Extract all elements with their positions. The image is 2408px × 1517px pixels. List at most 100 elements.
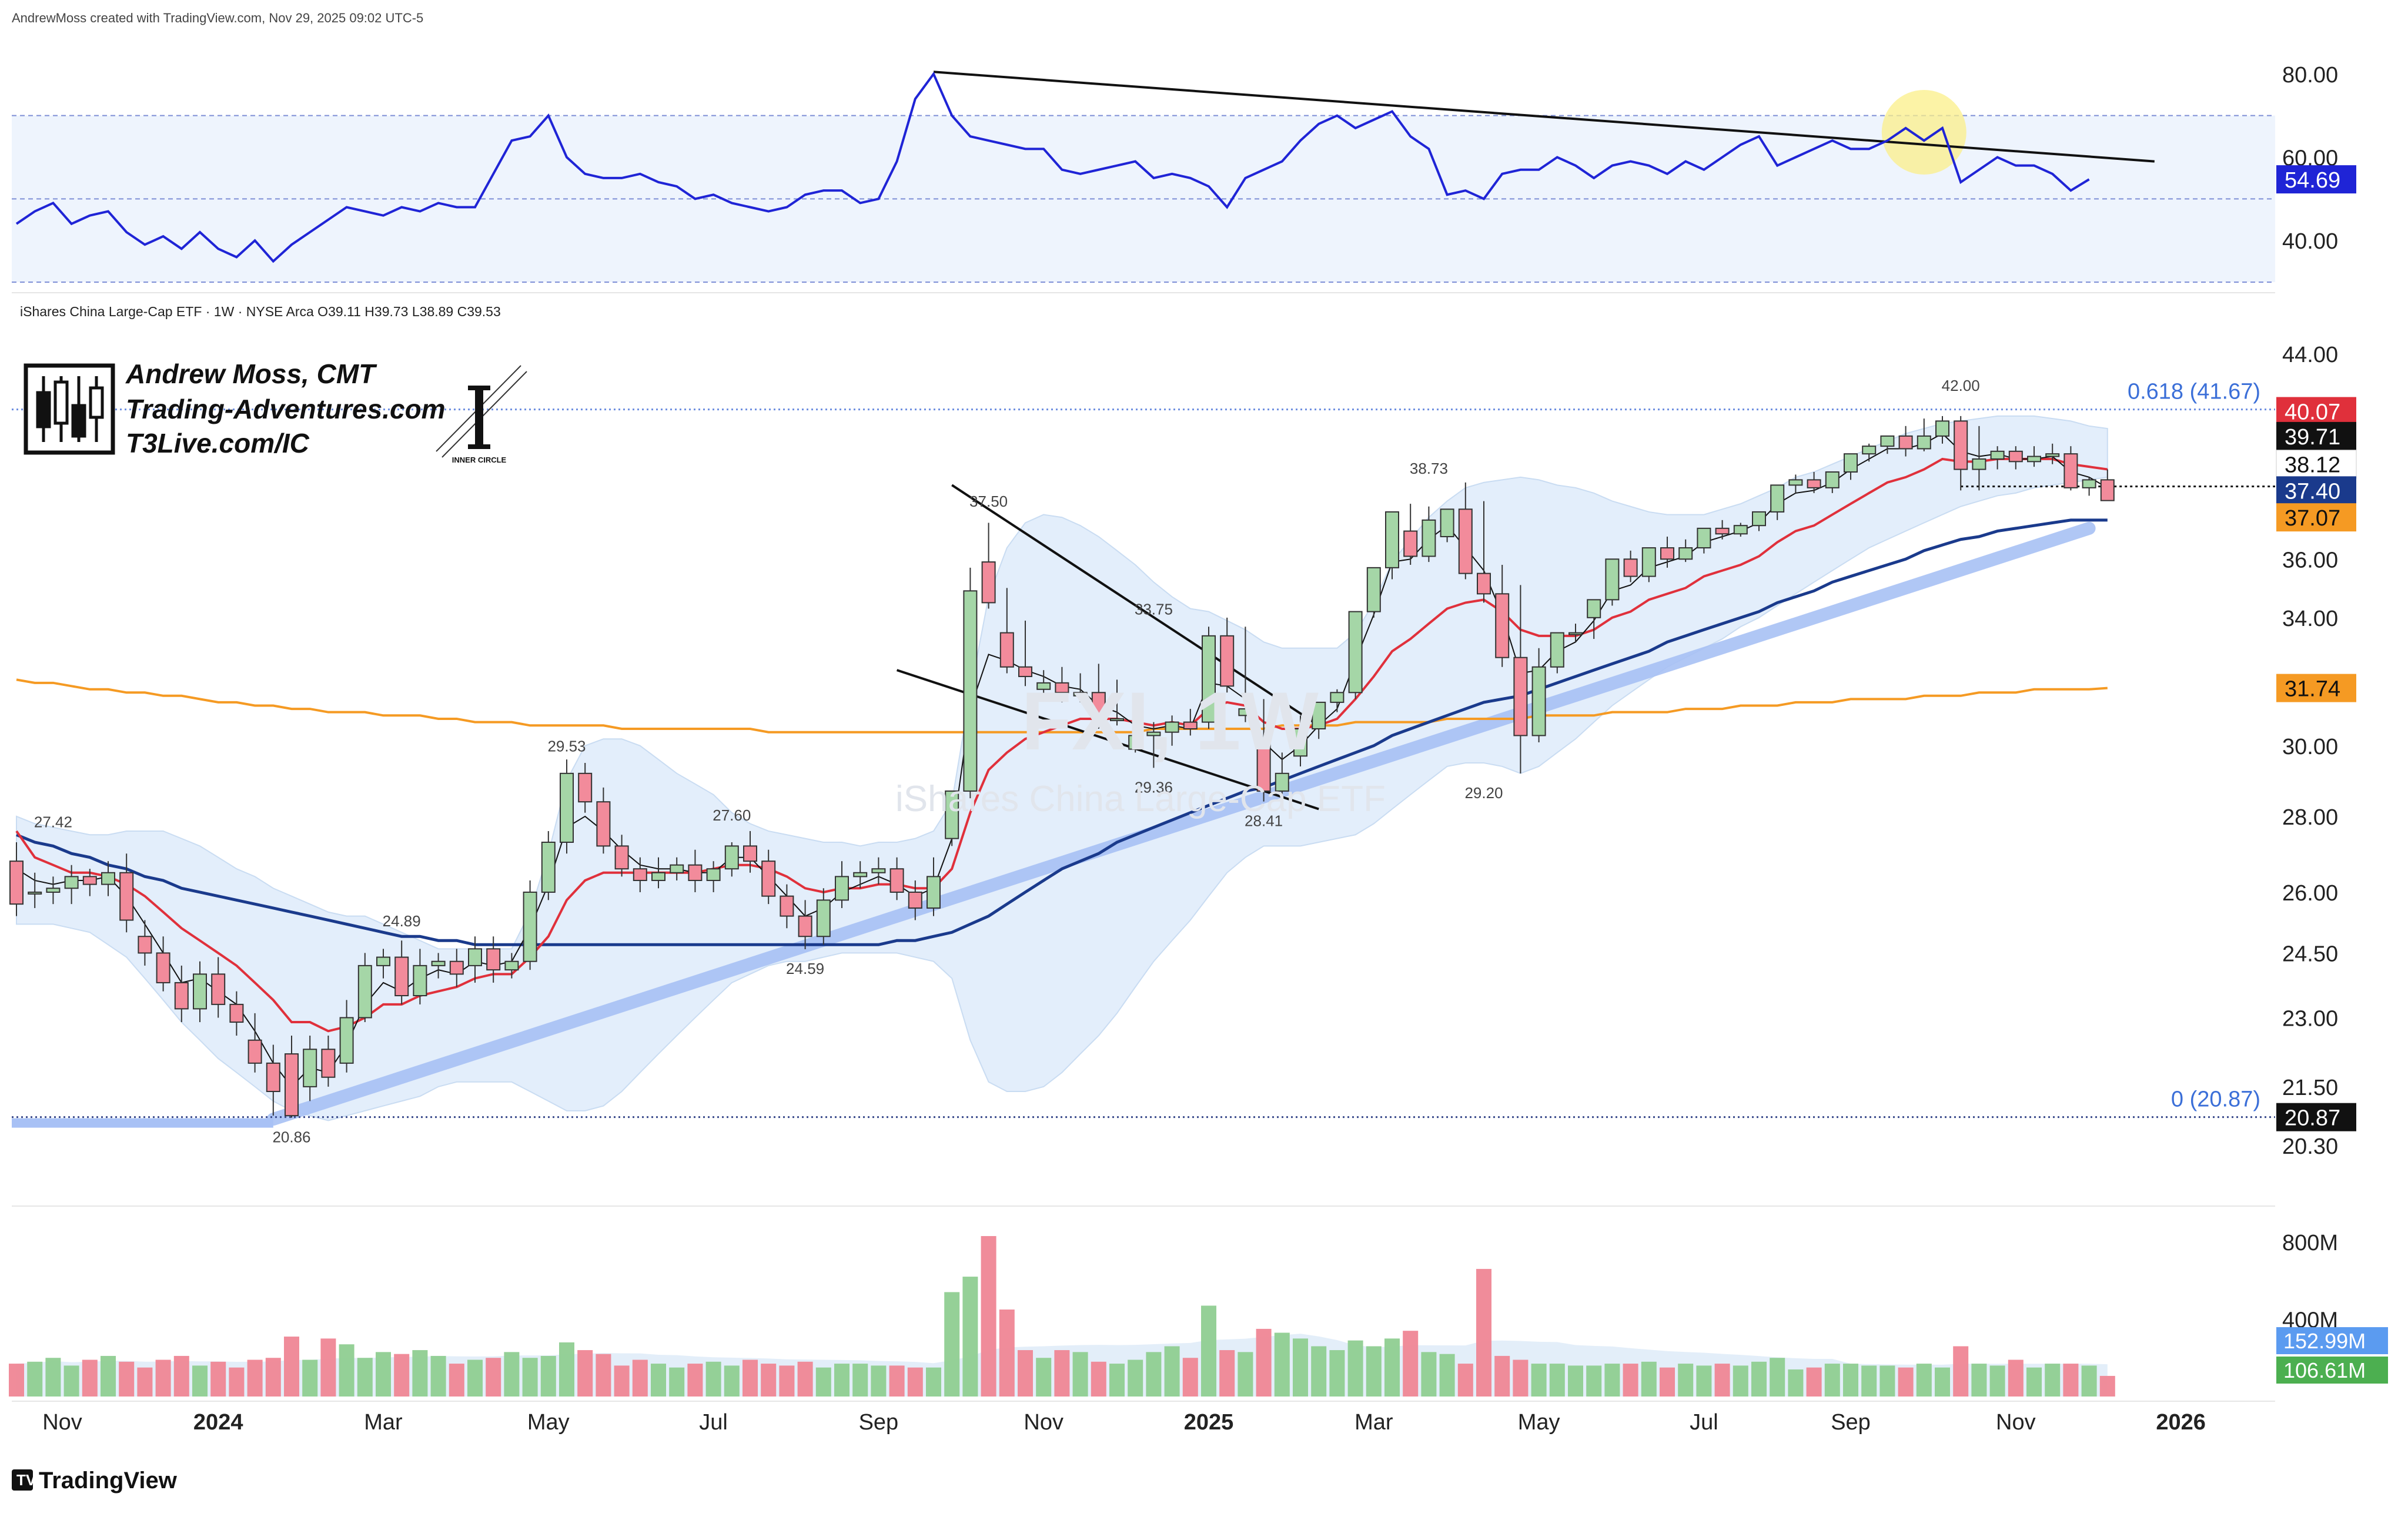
volume-bar <box>1293 1338 1308 1397</box>
tradingview-brand: TradingView <box>39 1468 178 1493</box>
candle-body <box>1697 527 1711 549</box>
price-tick-label: 44.00 <box>2282 343 2338 367</box>
volume-bar <box>577 1350 593 1397</box>
candle-body <box>1165 721 1179 733</box>
rsi-tick-label: 80.00 <box>2282 63 2338 88</box>
volume-bar <box>596 1354 611 1397</box>
volume-bar <box>944 1292 960 1397</box>
candle-body <box>1641 547 1656 577</box>
candle-body <box>541 841 556 893</box>
volume-bar <box>394 1354 410 1397</box>
price-tick-label: 21.50 <box>2282 1076 2338 1100</box>
candle-body <box>1990 450 2005 460</box>
candle-body <box>2082 479 2096 488</box>
volume-bar <box>1018 1350 1033 1397</box>
volume-bar <box>1366 1346 1382 1397</box>
volume-bar <box>1164 1346 1180 1397</box>
candle-body <box>633 868 647 881</box>
candle-body <box>1091 692 1106 719</box>
candle-body <box>706 868 721 881</box>
candle-body <box>1587 599 1601 618</box>
candle-body <box>1385 511 1399 568</box>
volume-bar <box>1806 1367 1822 1397</box>
volume-bar <box>1861 1365 1877 1397</box>
time-axis[interactable]: Nov 2024 Mar May Jul Sep Nov 2025 Mar May Jul Sep No… <box>12 1401 2275 1435</box>
price-tick-label: 30.00 <box>2282 735 2338 759</box>
candle-body <box>724 845 739 870</box>
candle-body <box>1330 692 1345 703</box>
candle-body <box>1422 519 1436 557</box>
volume-ma-badge-text: 152.99M <box>2283 1329 2366 1353</box>
candle-body <box>1752 511 1766 527</box>
candle-body <box>486 948 501 971</box>
volume-bar <box>1678 1364 1694 1397</box>
volume-last-badge <box>2276 1357 2388 1384</box>
volume-bar <box>871 1365 887 1397</box>
logo-link: T3Live.com/IC <box>126 428 310 458</box>
candle-body <box>413 965 427 996</box>
tradingview-logo[interactable]: TV TradingView <box>12 1468 178 1493</box>
candle-body <box>688 864 703 881</box>
volume-bar <box>1201 1305 1216 1397</box>
price-tick-label: 23.00 <box>2282 1006 2338 1031</box>
volume-bar <box>1219 1350 1235 1397</box>
volume-bar <box>82 1359 98 1397</box>
candle-body <box>82 876 97 885</box>
volume-bar <box>2099 1375 2115 1397</box>
candle-body <box>1477 572 1491 595</box>
candle-body <box>908 891 922 909</box>
price-label: 38.73 <box>1410 460 1448 477</box>
candle-body <box>504 960 519 971</box>
volume-bar <box>1623 1364 1638 1397</box>
candle-body <box>1513 657 1528 736</box>
price-badge-text: 31.74 <box>2285 677 2340 702</box>
price-label: 29.53 <box>547 737 586 755</box>
volume-bar <box>1128 1359 1143 1397</box>
price-tick-label: 26.00 <box>2282 881 2338 906</box>
volume-bar <box>1843 1364 1858 1397</box>
price-pane[interactable]: 0.618 (41.67) 0 (20.87) 27.42 20.86 29.53 24.… <box>9 343 2357 1159</box>
volume-bar <box>412 1350 428 1397</box>
volume-bar <box>522 1358 538 1397</box>
volume-bar <box>339 1344 354 1397</box>
candle-body <box>1440 508 1454 538</box>
candle-body <box>248 1039 262 1064</box>
candle-body <box>1495 593 1510 658</box>
volume-bar <box>1714 1364 1730 1397</box>
volume-bar <box>1513 1359 1529 1397</box>
candle-body <box>1715 527 1730 535</box>
candle-body <box>761 860 776 897</box>
volume-bar <box>2045 1364 2061 1397</box>
candle-body <box>999 632 1014 668</box>
volume-bar <box>1568 1365 1583 1397</box>
volume-bar <box>1604 1364 1620 1397</box>
price-badge <box>2276 397 2356 426</box>
volume-bar <box>1311 1346 1327 1397</box>
candle-body <box>1623 558 1638 577</box>
inner-circle-seal-icon: INNER CIRCLE <box>436 365 527 464</box>
volume-bar <box>834 1364 850 1397</box>
volume-bar <box>1879 1365 1895 1397</box>
candle-body <box>1220 635 1235 687</box>
author-logo: Andrew Moss, CMT Trading-Adventures.com … <box>24 359 527 464</box>
candle-body <box>1110 718 1124 721</box>
logo-site: Trading-Adventures.com <box>126 394 446 424</box>
volume-bar <box>1421 1352 1437 1397</box>
price-label: 29.20 <box>1464 784 1503 802</box>
price-label: 42.00 <box>1942 377 1980 394</box>
candle-logo-glyph <box>36 376 104 442</box>
volume-bar <box>1146 1352 1162 1397</box>
price-label: 24.89 <box>383 912 421 930</box>
time-axis-label: Mar <box>364 1410 403 1435</box>
volume-bar <box>1751 1361 1767 1397</box>
volume-bar <box>797 1361 813 1397</box>
time-axis-label: Mar <box>1354 1410 1393 1435</box>
volume-bar <box>1953 1346 1969 1397</box>
volume-tick-label: 800M <box>2282 1231 2338 1255</box>
candle-body <box>1146 731 1161 736</box>
volume-bar <box>2063 1364 2079 1397</box>
volume-bar <box>926 1367 941 1397</box>
volume-bar <box>1054 1350 1070 1397</box>
